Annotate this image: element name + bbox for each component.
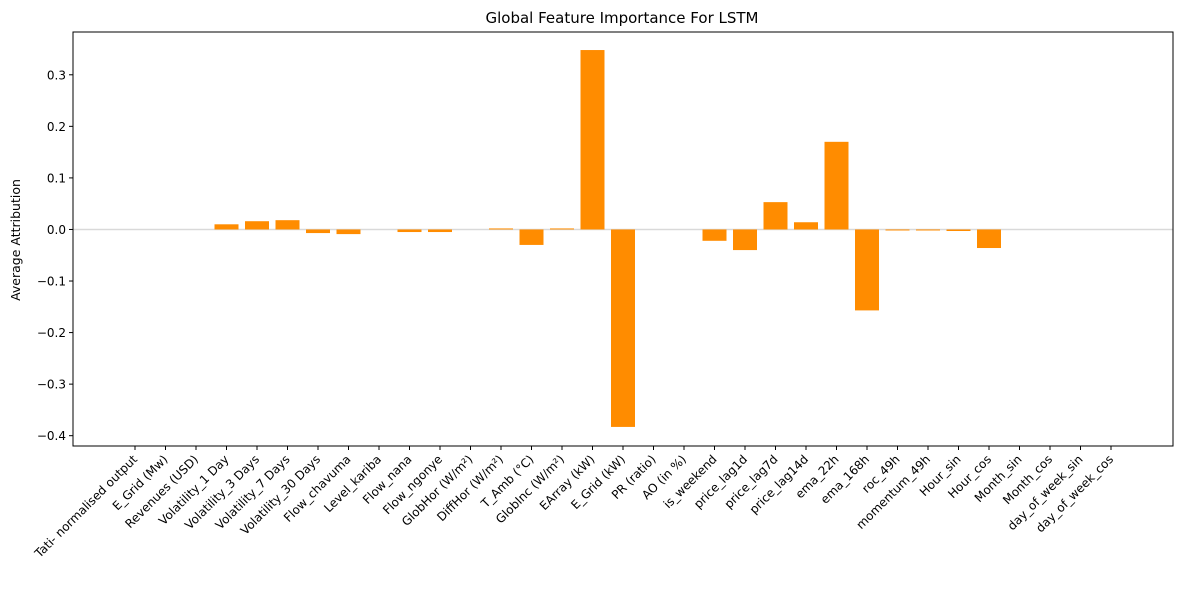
bar-13 — [519, 229, 544, 245]
y-tick-label: −0.1 — [37, 275, 66, 289]
bar-27 — [946, 229, 971, 232]
bar-4 — [245, 221, 269, 230]
chart-title: Global Feature Importance For LSTM — [486, 9, 759, 27]
bar-26 — [916, 229, 940, 231]
y-axis: −0.4 −0.3 −0.2 −0.1 0.0 0.1 0.2 0.3 — [37, 68, 73, 443]
bar-5 — [275, 220, 300, 230]
bar-15 — [580, 50, 605, 230]
y-tick-label: 0.0 — [47, 223, 66, 237]
y-tick-label: −0.3 — [37, 378, 66, 392]
bar-16 — [611, 229, 635, 427]
y-tick-label: 0.2 — [47, 120, 66, 134]
bar-14 — [550, 228, 574, 230]
bar-10 — [428, 229, 452, 233]
bar-25 — [885, 229, 910, 231]
bar-22 — [794, 222, 818, 230]
bar-6 — [306, 229, 330, 234]
y-tick-label: −0.2 — [37, 326, 66, 340]
y-tick-label: 0.1 — [47, 171, 66, 185]
y-tick-label: 0.3 — [47, 68, 66, 82]
bar-19 — [702, 229, 727, 241]
bar-12 — [489, 228, 513, 230]
bar-28 — [977, 229, 1001, 249]
plot-frame — [72, 31, 1174, 447]
bars-group — [214, 50, 1001, 427]
y-axis-label: Average Attribution — [8, 179, 23, 301]
bar-20 — [733, 229, 757, 251]
bar-7 — [336, 229, 361, 235]
bar-9 — [397, 229, 422, 233]
bar-3 — [214, 224, 239, 230]
y-tick-label: −0.4 — [37, 429, 66, 443]
bar-24 — [855, 229, 879, 311]
bar-23 — [824, 141, 849, 230]
bar-21 — [763, 202, 788, 230]
